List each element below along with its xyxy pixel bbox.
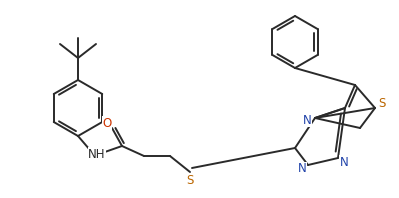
Text: N: N — [340, 155, 348, 168]
Text: N: N — [298, 163, 306, 175]
Text: S: S — [378, 96, 386, 109]
Text: O: O — [103, 116, 112, 129]
Text: N: N — [302, 113, 311, 127]
Text: NH: NH — [88, 148, 106, 161]
Text: S: S — [186, 173, 194, 187]
